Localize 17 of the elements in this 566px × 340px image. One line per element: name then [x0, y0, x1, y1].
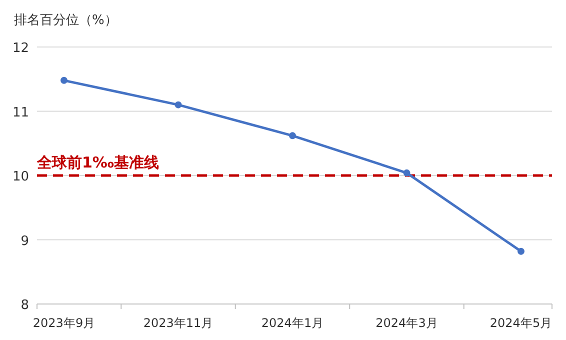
x-tick-label: 2023年9月: [32, 316, 96, 330]
y-tick-label: 11: [12, 105, 29, 120]
x-tick-label: 2024年1月: [261, 316, 324, 330]
point: [289, 132, 296, 140]
point: [518, 248, 524, 255]
y-tick-label: 12: [12, 41, 29, 56]
point: [403, 169, 410, 176]
point: [174, 101, 182, 108]
y-axis-title: 排名百分位（%）: [14, 13, 118, 28]
y-tick-label: 9: [20, 234, 29, 249]
x-tick-label: 2024年5月: [490, 316, 552, 330]
x-tick-label: 2023年11月: [143, 316, 214, 330]
ref-line-label: 全球前1‰基准线: [36, 154, 160, 172]
x-tick-label: 2024年3月: [376, 316, 438, 330]
y-tick-label: 8: [20, 298, 29, 313]
point: [60, 76, 68, 84]
y-tick-label: 10: [12, 170, 29, 184]
